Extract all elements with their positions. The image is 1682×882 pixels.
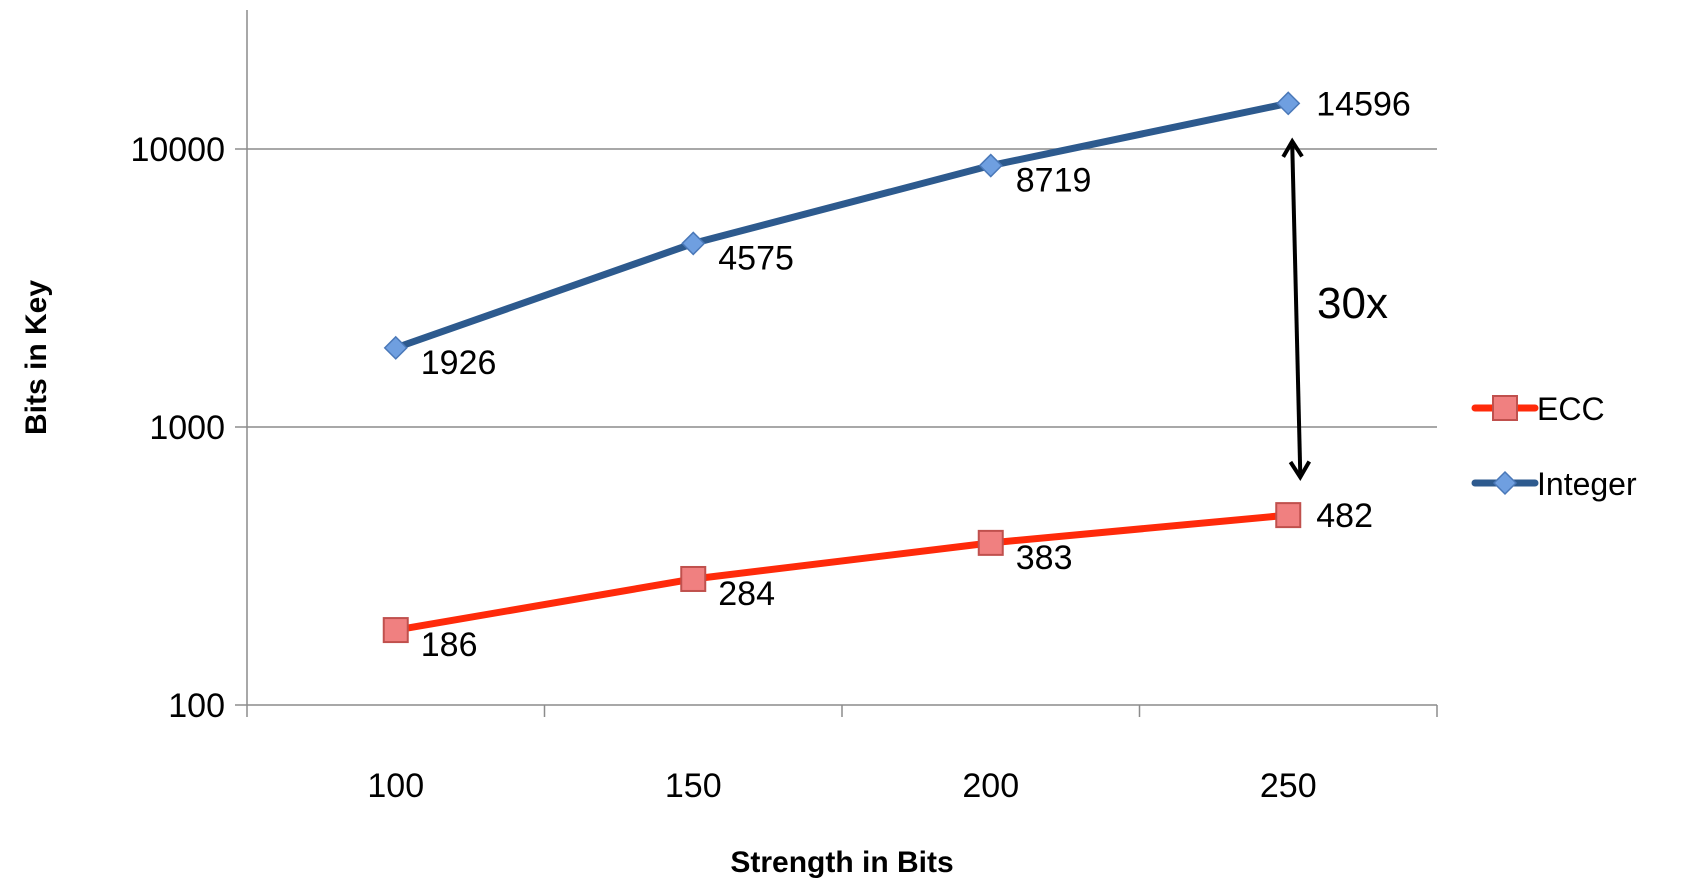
x-tick-label: 250 [1260, 767, 1317, 805]
marker-integer [1276, 91, 1301, 116]
legend: ECC Integer [1471, 391, 1637, 502]
data-label-ecc: 383 [1016, 539, 1073, 577]
y-axis-title: Bits in Key [20, 280, 53, 435]
x-tick-label: 150 [665, 767, 722, 805]
annotation-arrow-shaft [1290, 145, 1303, 474]
data-label-ecc: 186 [421, 626, 478, 664]
data-labels: 186 284 383 482 1926 4575 8719 14596 [421, 85, 1411, 664]
data-label-integer: 8719 [1016, 162, 1092, 200]
series-lines [392, 99, 1292, 634]
data-label-ecc: 482 [1316, 497, 1373, 535]
y-tick-label: 10000 [130, 131, 225, 169]
x-axis-title: Strength in Bits [730, 846, 953, 879]
axes [235, 10, 1438, 717]
marker-integer [383, 335, 408, 360]
x-tick-label: 200 [962, 767, 1019, 805]
marker-ecc [382, 617, 409, 644]
data-label-ecc: 284 [718, 575, 775, 613]
annotation-arrow-head [1288, 460, 1312, 481]
grid-lines [247, 148, 1437, 428]
annotation-label: 30x [1317, 279, 1388, 328]
series-markers [382, 91, 1302, 644]
series-line-ecc [392, 511, 1292, 634]
data-label-integer: 1926 [421, 344, 497, 382]
data-label-integer: 14596 [1316, 85, 1411, 123]
marker-integer [978, 153, 1003, 178]
y-tick-label: 100 [168, 687, 225, 725]
marker-ecc [680, 565, 707, 592]
marker-ecc [977, 529, 1004, 556]
legend-marker-integer [1492, 470, 1518, 496]
y-tick-label: 1000 [149, 409, 225, 447]
legend-label-integer: Integer [1537, 466, 1637, 502]
legend-label-ecc: ECC [1537, 391, 1605, 427]
data-label-integer: 4575 [718, 239, 794, 277]
legend-marker-ecc [1492, 395, 1518, 421]
marker-ecc [1275, 502, 1302, 529]
series-line-integer [392, 99, 1292, 352]
marker-integer [681, 231, 706, 256]
y-tick-labels: 100 1000 10000 [130, 131, 225, 725]
x-tick-labels: 100 150 200 250 [367, 767, 1316, 805]
x-tick-label: 100 [367, 767, 424, 805]
annotation: 30x [1281, 137, 1388, 481]
annotation-arrow-head [1281, 137, 1304, 158]
